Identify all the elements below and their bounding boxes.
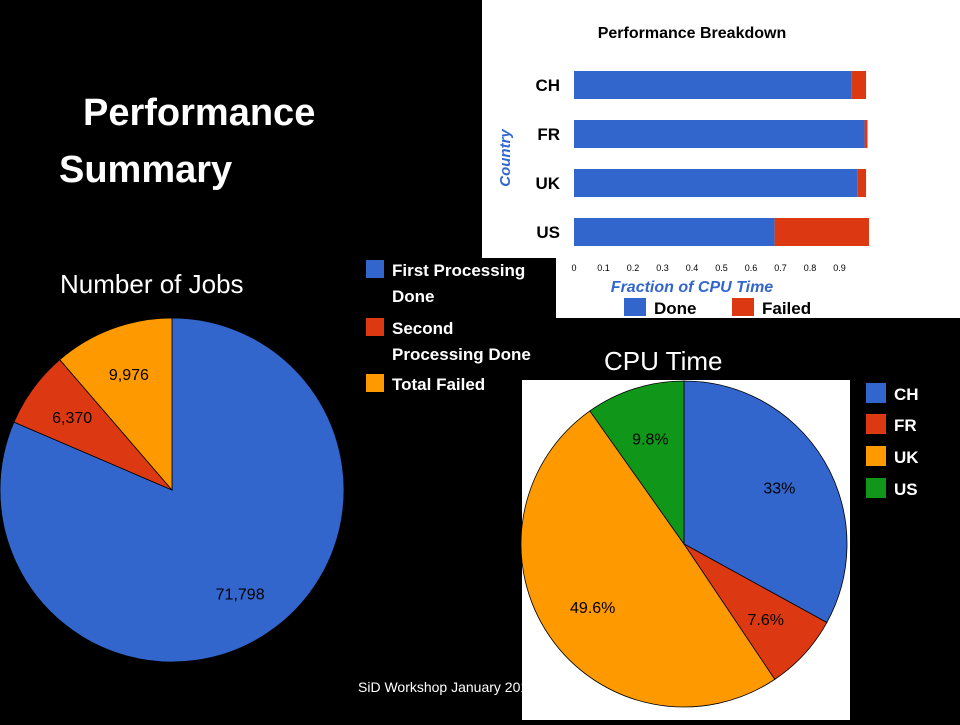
- x-tick-label: 0.7: [774, 263, 787, 273]
- jobs-slice-label-3: 9,976: [109, 367, 149, 384]
- bar-done-fr: [574, 120, 865, 148]
- category-label-fr: FR: [537, 125, 560, 144]
- performance-breakdown-chart: Performance Breakdown Country CH FR UK US 0 0.1…: [482, 0, 960, 318]
- legend-swatch-done: [624, 298, 646, 316]
- legend-label-2-line-1: Second: [392, 319, 453, 338]
- y-axis-label: Country: [497, 129, 514, 187]
- legend-swatch-2: [366, 318, 384, 336]
- x-axis-label: Fraction of CPU Time: [611, 279, 773, 296]
- legend-swatch-uk: [866, 446, 886, 466]
- legend-swatch-failed: [732, 298, 754, 316]
- x-tick-label: 0.9: [833, 263, 846, 273]
- legend-label-1-line-2: Done: [392, 287, 435, 306]
- footer-text: SiD Workshop January 2013: [358, 679, 536, 695]
- category-label-us: US: [536, 223, 560, 242]
- legend-label-failed: Failed: [762, 299, 811, 318]
- legend-label-1-line-1: First Processing: [392, 261, 525, 280]
- number-of-jobs-title: Number of Jobs: [60, 269, 244, 299]
- category-label-ch: CH: [535, 76, 560, 95]
- cpu-slice-label-3: 49.6%: [570, 600, 615, 617]
- bar-done-ch: [574, 71, 852, 99]
- legend-label-done: Done: [654, 299, 697, 318]
- legend-swatch-fr: [866, 414, 886, 434]
- x-tick-label: 0.2: [627, 263, 640, 273]
- chart-title: Performance Breakdown: [598, 25, 787, 42]
- bar-done-us: [574, 218, 775, 246]
- cpu-slice-4: [589, 380, 685, 546]
- x-tick-label: 0.5: [715, 263, 728, 273]
- cpu-slice-label-4: 9.8%: [632, 431, 668, 448]
- category-label-uk: UK: [535, 174, 560, 193]
- legend-label-us: US: [894, 480, 918, 499]
- x-tick-label: 0: [571, 263, 576, 273]
- jobs-slice-3: [59, 317, 173, 492]
- jobs-slice-label-2: 6,370: [52, 410, 92, 427]
- bar-done-uk: [574, 169, 858, 197]
- cpu-slice-label-2: 7.6%: [748, 612, 784, 629]
- number-of-jobs-chart: 71,798 6,370 9,976 First Processing Done Seco…: [0, 258, 556, 720]
- x-tick-label: 0.6: [745, 263, 758, 273]
- legend-swatch-ch: [866, 383, 886, 403]
- legend-swatch-us: [866, 478, 886, 498]
- legend-label-2-line-2: Processing Done: [392, 345, 531, 364]
- slide-title-line-2: Summary: [59, 149, 233, 191]
- bar-failed-ch: [851, 71, 867, 99]
- cpu-time-title: CPU Time: [604, 346, 723, 376]
- jobs-slice-label-1: 71,798: [216, 586, 265, 603]
- cpu-slice-1: [683, 380, 848, 624]
- cpu-slice-3: [520, 410, 776, 708]
- chart-background: [482, 0, 960, 318]
- slide-title-line-1: Performance: [83, 92, 316, 134]
- x-tick-label: 0.8: [804, 263, 817, 273]
- legend-label-3-line-1: Total Failed: [392, 375, 485, 394]
- x-tick-label: 0.3: [656, 263, 669, 273]
- bar-failed-fr: [864, 120, 868, 148]
- legend-label-fr: FR: [894, 416, 917, 435]
- cpu-time-chart: 33% 7.6% 49.6% 9.8% CH FR UK US: [520, 380, 960, 720]
- bar-failed-us: [774, 218, 869, 246]
- legend-label-uk: UK: [894, 448, 919, 467]
- x-tick-label: 0.4: [686, 263, 699, 273]
- bar-failed-uk: [857, 169, 867, 197]
- legend-swatch-1: [366, 260, 384, 278]
- cpu-slice-label-1: 33%: [763, 481, 795, 498]
- legend-label-ch: CH: [894, 385, 919, 404]
- legend-swatch-3: [366, 374, 384, 392]
- x-tick-label: 0.1: [597, 263, 610, 273]
